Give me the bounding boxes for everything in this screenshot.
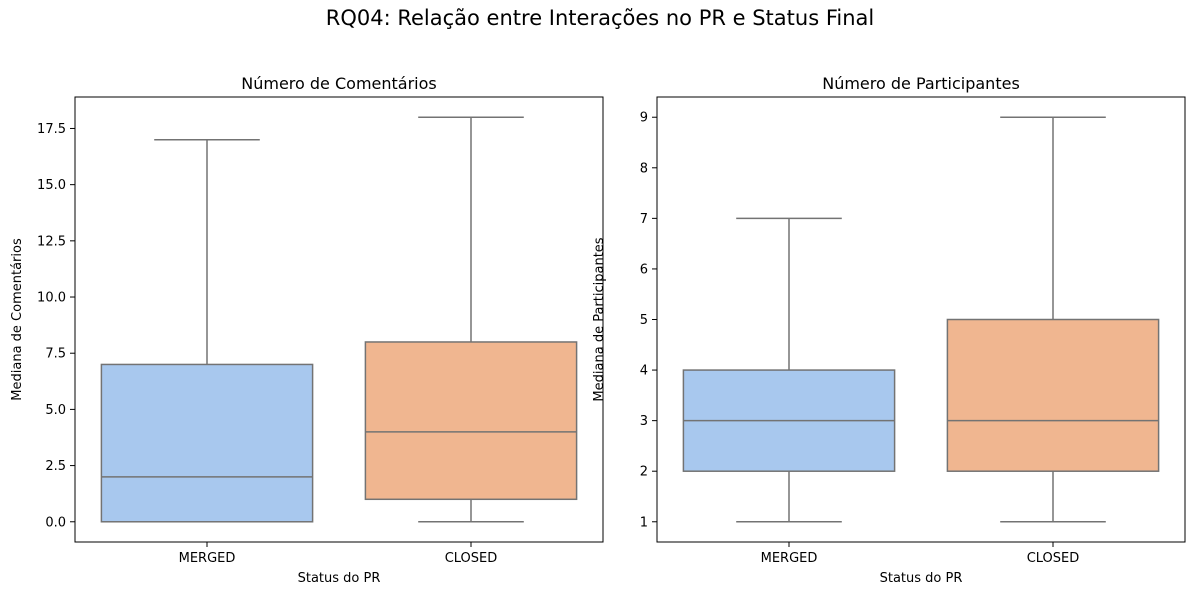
x-axis-label: Status do PR	[298, 571, 381, 586]
y-axis-label: Mediana de Participantes	[592, 237, 607, 401]
subplot-title: Número de Comentários	[241, 74, 436, 93]
iqr-box	[364, 341, 578, 501]
y-tick-label: 7	[640, 212, 648, 227]
box-merged	[682, 217, 896, 523]
y-tick-label: 4	[640, 364, 648, 379]
plot-frame	[74, 96, 604, 543]
y-tick-label: 17.5	[37, 122, 66, 137]
iqr-box	[100, 363, 314, 523]
y-tick-label: 2	[640, 465, 648, 480]
box-closed	[946, 116, 1160, 523]
y-axis-label: Mediana de Comentários	[10, 238, 25, 401]
subplot-1: Número de Comentários 0.0 2.5 5.0 7.5 10.0 12.…	[10, 74, 604, 586]
y-tick-label: 2.5	[45, 459, 66, 474]
y-tick-label: 15.0	[37, 178, 66, 193]
x-tick-label: CLOSED	[445, 551, 498, 566]
iqr-box	[946, 318, 1160, 472]
y-tick-label: 8	[640, 161, 648, 176]
subplot-title: Número de Participantes	[822, 74, 1020, 93]
y-tick-label: 10.0	[37, 291, 66, 306]
y-tick-label: 1	[640, 515, 648, 530]
y-tick-label: 12.5	[37, 234, 66, 249]
y-tick-label: 6	[640, 262, 648, 277]
x-axis-label: Status do PR	[880, 571, 963, 586]
y-tick-label: 5	[640, 313, 648, 328]
x-tick-label: MERGED	[761, 551, 818, 566]
box-merged	[100, 138, 314, 523]
y-tick-label: 5.0	[45, 403, 66, 418]
y-tick-label: 9	[640, 111, 648, 126]
box-closed	[364, 116, 578, 523]
x-tick-label: MERGED	[179, 551, 236, 566]
figure-title: RQ04: Relação entre Interações no PR e S…	[325, 6, 875, 30]
subplot-2: Número de Participantes 1 2 3 4 5 6 7 8 9 Mediana …	[592, 74, 1186, 586]
x-tick-label: CLOSED	[1027, 551, 1080, 566]
y-tick-label: 3	[640, 414, 648, 429]
y-tick-label: 7.5	[45, 347, 66, 362]
y-tick-label: 0.0	[45, 515, 66, 530]
